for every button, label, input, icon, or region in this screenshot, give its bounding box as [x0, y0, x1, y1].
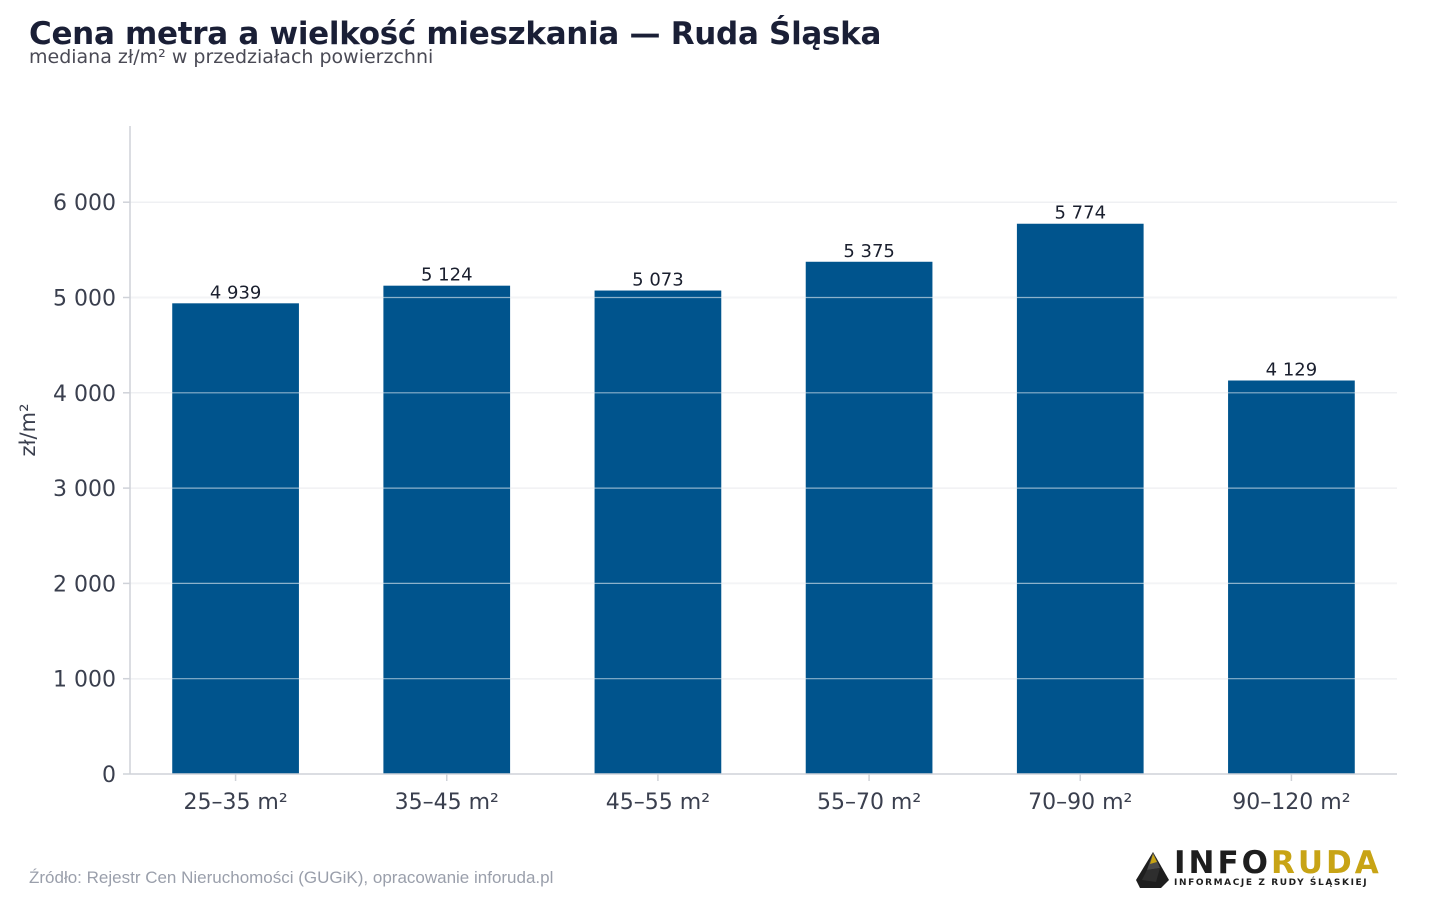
- y-tick-label: 3 000: [53, 477, 116, 502]
- bar: [1228, 380, 1355, 774]
- bar-value-label: 5 375: [843, 241, 895, 262]
- chart-subtitle: mediana zł/m² w przedziałach powierzchni: [29, 46, 434, 68]
- y-tick-label: 6 000: [53, 191, 116, 216]
- bar-value-label: 5 073: [632, 270, 684, 291]
- chart-title: Cena metra a wielkość mieszkania — Ruda …: [29, 16, 882, 52]
- y-tick-label: 2 000: [53, 572, 116, 597]
- bar-value-label: 4 939: [210, 282, 262, 303]
- bar: [805, 261, 933, 774]
- bar-value-label: 5 774: [1054, 203, 1106, 224]
- x-tick-label: 35–45 m²: [395, 790, 499, 815]
- overlay-grid-layer: [130, 201, 1397, 680]
- labels-layer: 0 1 000 2 000 3 000 4 000 5 000 6 000 4 939 25–3…: [16, 191, 1351, 815]
- bar: [1016, 223, 1144, 774]
- y-axis-title: zł/m²: [16, 404, 40, 457]
- logo-tagline: INFORMACJE Z RUDY ŚLĄSKIEJ: [1174, 878, 1369, 888]
- inforuda-logo[interactable]: INFORUDA INFORMACJE Z RUDY ŚLĄSKIEJ: [1134, 845, 1414, 892]
- y-tick-label: 5 000: [53, 287, 116, 312]
- x-tick-label: 25–35 m²: [183, 790, 287, 815]
- x-tick-label: 90–120 m²: [1232, 790, 1350, 815]
- bars-layer: [172, 223, 1355, 774]
- x-tick-label: 55–70 m²: [817, 790, 921, 815]
- bar: [594, 290, 722, 774]
- logo-word-ruda: RUDA: [1271, 845, 1382, 881]
- y-tick-label: 0: [102, 763, 116, 788]
- y-tick-label: 4 000: [53, 382, 116, 407]
- axis-layer: [123, 125, 1397, 781]
- bar: [172, 303, 299, 774]
- bar: [383, 285, 511, 774]
- bar-value-label: 4 129: [1266, 360, 1318, 381]
- bar-value-label: 5 124: [421, 265, 473, 286]
- logo-word-info: INFO: [1174, 845, 1272, 881]
- rock-icon: [1136, 852, 1169, 888]
- x-tick-label: 45–55 m²: [606, 790, 710, 815]
- logo-wordmark: INFORUDA: [1174, 845, 1382, 881]
- x-tick-label: 70–90 m²: [1028, 790, 1132, 815]
- source-note: Źródło: Rejestr Cen Nieruchomości (GUGiK…: [29, 868, 554, 887]
- y-tick-label: 1 000: [53, 668, 116, 693]
- grid-layer: [130, 201, 1397, 680]
